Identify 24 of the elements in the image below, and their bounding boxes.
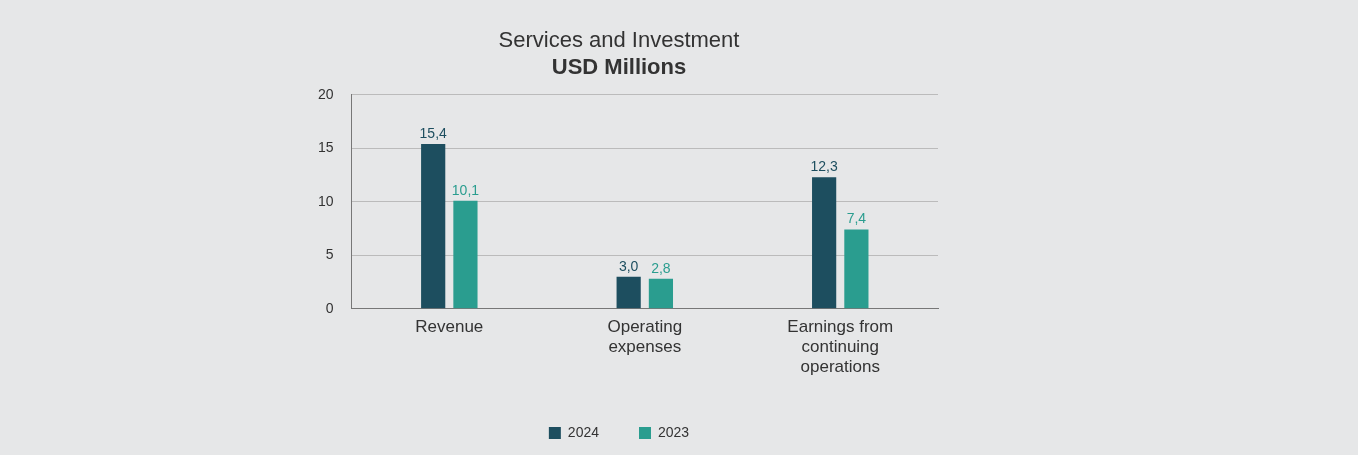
bar xyxy=(616,276,641,309)
bar xyxy=(844,229,869,309)
x-tick-label: Earnings from continuing operations xyxy=(787,316,894,377)
bar xyxy=(812,177,837,309)
x-tick-label: Operating expenses xyxy=(607,316,683,357)
x-tick-label: Revenue xyxy=(415,316,484,336)
data-label: 10,1 xyxy=(451,181,480,198)
bar xyxy=(453,200,478,309)
y-tick-label: 5 xyxy=(325,246,334,263)
data-label: 2,8 xyxy=(651,259,671,276)
data-label: 3,0 xyxy=(618,257,639,274)
bar xyxy=(648,278,674,309)
legend-label: 2023 xyxy=(658,423,690,440)
legend-label: 2024 xyxy=(567,423,600,440)
bar xyxy=(421,144,446,309)
y-tick-label: 20 xyxy=(317,85,334,102)
data-label: 15,4 xyxy=(419,124,448,141)
data-label: 12,3 xyxy=(810,158,838,175)
data-label: 7,4 xyxy=(846,210,867,227)
y-tick-label: 15 xyxy=(317,139,334,156)
chart-title: Services and Investment xyxy=(498,27,740,53)
y-tick-label: 0 xyxy=(325,299,334,316)
chart-subtitle: USD Millions xyxy=(551,53,687,79)
y-tick-label: 10 xyxy=(317,192,334,209)
